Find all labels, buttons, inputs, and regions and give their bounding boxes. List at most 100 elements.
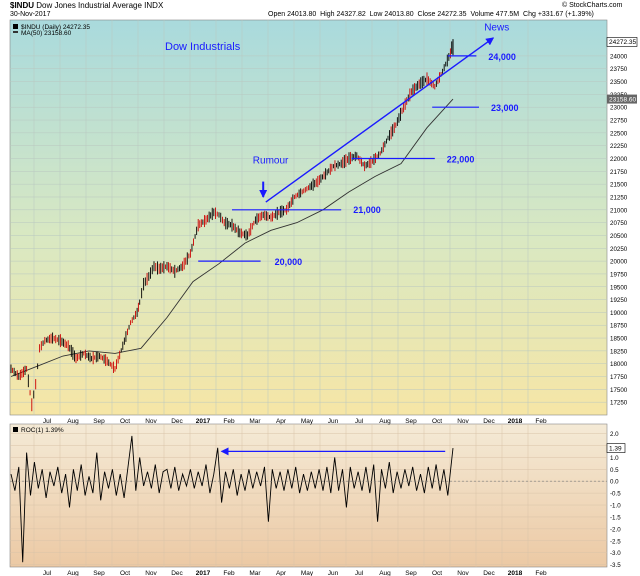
ma-tag-box bbox=[607, 94, 637, 104]
roc-y-tick-label: 1.0 bbox=[610, 455, 619, 462]
roc-x-tick-label: Nov bbox=[145, 570, 157, 576]
price-tag: 24272.35 bbox=[606, 37, 638, 47]
price-y-tick-label: 19250 bbox=[610, 297, 628, 304]
roc-y-tick-label: -0.5 bbox=[610, 491, 621, 498]
price-x-tick-label: Jul bbox=[43, 418, 52, 425]
price-x-tick-label: Oct bbox=[432, 418, 442, 425]
price-legend-swatch bbox=[13, 24, 18, 29]
chg-label: Chg bbox=[523, 11, 536, 18]
price-y-tick-label: 23500 bbox=[610, 79, 628, 86]
roc-x-tick-label: Jun bbox=[328, 570, 339, 576]
price-x-axis: Jul Aug Sep Oct Nov Dec 2017 Feb Mar Apr May Jun Jul… bbox=[43, 418, 547, 425]
roc-y-tick-label: -3.5 bbox=[610, 562, 621, 569]
price-x-tick-label: May bbox=[301, 418, 314, 425]
low-value: 24013.80 bbox=[384, 11, 414, 18]
price-x-tick-label: Mar bbox=[249, 418, 261, 425]
news-label: News bbox=[484, 22, 509, 33]
price-y-tick-label: 18000 bbox=[610, 361, 628, 368]
roc-x-tick-label: May bbox=[301, 570, 314, 576]
open-value: 24013.80 bbox=[287, 11, 317, 18]
price-y-tick-label: 24000 bbox=[610, 53, 628, 60]
roc-x-axis: Jul Aug Sep Oct Nov Dec 2017 Feb Mar Apr May Jun Jul… bbox=[43, 570, 547, 576]
price-x-tick-label: Feb bbox=[223, 418, 235, 425]
roc-x-tick-label: Sep bbox=[93, 570, 105, 576]
roc-legend-swatch bbox=[13, 427, 18, 432]
price-y-tick-label: 22250 bbox=[610, 143, 628, 150]
ma-tag-text: 23158.60 bbox=[609, 96, 636, 103]
price-tag-box bbox=[606, 37, 638, 47]
level-label: 21,000 bbox=[353, 205, 381, 215]
price-x-tick-label: Dec bbox=[483, 418, 495, 425]
roc-legend: ROC(1) 1.39% bbox=[13, 427, 64, 434]
roc-tag: 1.39 bbox=[606, 443, 626, 453]
level-label: 22,000 bbox=[447, 155, 475, 165]
price-x-tick-label: Aug bbox=[67, 418, 79, 425]
symbol: $INDU bbox=[10, 1, 35, 10]
high-label: High bbox=[320, 11, 335, 18]
watermark: © StockCharts.com bbox=[562, 2, 623, 9]
price-x-tick-label: Nov bbox=[145, 418, 157, 425]
ma-tag: 23158.60 bbox=[607, 94, 637, 104]
price-legend-label: $INDU (Daily) 24272.35 bbox=[21, 24, 90, 31]
roc-tag-box bbox=[606, 443, 626, 453]
annotations: Dow Industrials Rumour News bbox=[165, 22, 509, 456]
high-value: 24327.82 bbox=[336, 11, 366, 18]
roc-y-tick-label: -1.0 bbox=[610, 503, 621, 510]
roc-x-tick-label: Dec bbox=[171, 570, 183, 576]
roc-x-tick-label: Aug bbox=[67, 570, 79, 576]
price-y-tick-label: 19500 bbox=[610, 284, 628, 291]
rumour-label: Rumour bbox=[253, 156, 289, 167]
price-y-tick-label: 21250 bbox=[610, 194, 628, 201]
roc-x-tick-label: Apr bbox=[276, 570, 287, 576]
price-panel-bg bbox=[9, 19, 608, 416]
open-label: Open bbox=[268, 11, 286, 18]
quote-date: 30-Nov-2017 bbox=[10, 11, 51, 18]
roc-x-tick-label: Oct bbox=[120, 570, 130, 576]
price-x-tick-label: Apr bbox=[276, 418, 287, 425]
roc-x-tick-label: 2018 bbox=[508, 570, 523, 576]
price-tag-text: 24272.35 bbox=[609, 39, 636, 46]
price-y-tick-label: 22000 bbox=[610, 156, 628, 163]
roc-x-tick-label: Sep bbox=[405, 570, 417, 576]
price-y-tick-label: 20750 bbox=[610, 220, 628, 227]
price-y-tick-label: 22750 bbox=[610, 118, 628, 125]
title-annotation: Dow Industrials bbox=[165, 41, 241, 53]
roc-y-tick-label: 0.0 bbox=[610, 479, 619, 486]
roc-y-tick-label: -2.0 bbox=[610, 526, 621, 533]
roc-x-tick-label: Nov bbox=[457, 570, 469, 576]
price-x-tick-label: Sep bbox=[93, 418, 105, 425]
price-x-tick-label: Jun bbox=[328, 418, 339, 425]
level-label: 20,000 bbox=[275, 257, 303, 267]
roc-x-tick-label: Aug bbox=[379, 570, 391, 576]
price-x-tick-label: Feb bbox=[535, 418, 547, 425]
price-x-tick-label: Aug bbox=[379, 418, 391, 425]
price-y-tick-label: 21000 bbox=[610, 207, 628, 214]
roc-x-tick-label: Mar bbox=[249, 570, 261, 576]
price-x-tick-label: Jul bbox=[355, 418, 364, 425]
price-x-tick-label: 2018 bbox=[508, 418, 523, 425]
price-y-tick-label: 17750 bbox=[610, 374, 628, 381]
roc-x-tick-label: Oct bbox=[432, 570, 442, 576]
roc-panel-bg bbox=[9, 423, 608, 568]
price-x-tick-label: Nov bbox=[457, 418, 469, 425]
price-y-tick-label: 23750 bbox=[610, 66, 628, 73]
ma50-line bbox=[10, 98, 454, 377]
roc-line bbox=[10, 435, 454, 563]
price-y-tick-label: 17500 bbox=[610, 387, 628, 394]
price-y-tick-label: 20000 bbox=[610, 259, 628, 266]
ma-legend-swatch bbox=[13, 31, 18, 33]
close-label: Close bbox=[417, 11, 436, 18]
close-value: 24272.35 bbox=[437, 11, 467, 18]
price-x-tick-label: 2017 bbox=[196, 418, 211, 425]
price-y-tick-label: 19000 bbox=[610, 310, 628, 317]
price-y-tick-label: 23000 bbox=[610, 105, 628, 112]
symbol-title: $INDU Dow Jones Industrial Average INDX bbox=[10, 1, 163, 10]
price-x-tick-label: Oct bbox=[120, 418, 130, 425]
price-legend: $INDU (Daily) 24272.35 MA(50) 23158.60 bbox=[13, 24, 90, 37]
ma-legend-label: MA(50) 23158.60 bbox=[21, 30, 72, 37]
price-y-tick-label: 18500 bbox=[610, 336, 628, 343]
price-y-tick-label: 17250 bbox=[610, 400, 628, 407]
index-name: Dow Jones Industrial Average INDX bbox=[36, 1, 164, 10]
roc-y-tick-label: 2.0 bbox=[610, 431, 619, 438]
